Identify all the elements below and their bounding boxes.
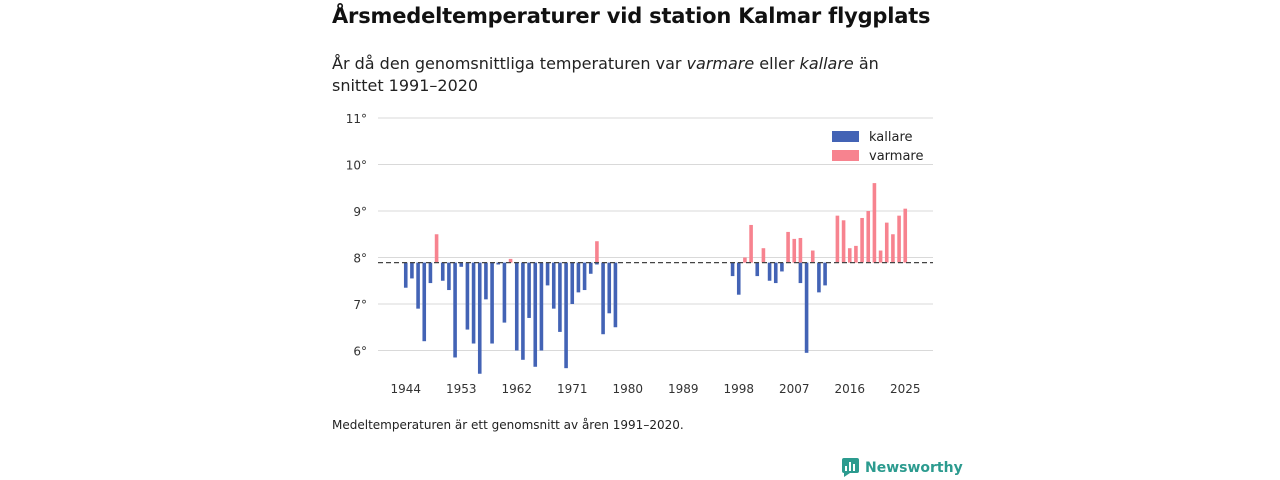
kallare-bar: [804, 262, 809, 353]
varmare-bar: [872, 183, 877, 263]
legend-swatch-kallare: [832, 131, 859, 142]
varmare-bar: [810, 250, 815, 263]
varmare-bar: [434, 234, 439, 263]
y-tick-label: 10°: [346, 159, 367, 173]
legend-swatch-varmare: [832, 150, 859, 161]
footnote: Medeltemperaturen är ett genomsnitt av å…: [332, 418, 684, 432]
subtitle-text-3: än snittet 1991–2020: [332, 54, 879, 95]
kallare-bar: [601, 262, 605, 335]
varmare-bar: [508, 258, 513, 263]
temperature-bar-chart: 6° 7° 8° 9° 10° 11° 1944 1953 1962 1971 1980 1989 19…: [346, 112, 933, 396]
x-tick-label: 1944: [390, 382, 421, 396]
subtitle-colder: kallare: [799, 54, 854, 73]
varmare-bar: [866, 211, 871, 263]
kallare-bar: [447, 262, 451, 291]
varmare-bar: [743, 257, 747, 263]
y-tick-label: 6°: [353, 345, 367, 359]
varmare-bar: [749, 224, 753, 263]
kallare-bar: [613, 262, 618, 328]
kallare-bar: [558, 262, 562, 332]
x-tick-label: 2025: [890, 382, 921, 396]
kallare-bar: [533, 262, 538, 367]
kallare-bar: [484, 262, 488, 300]
kallare-bar: [471, 262, 476, 344]
varmare-bar: [595, 241, 599, 263]
kallare-bar: [521, 262, 525, 360]
x-tick-label: 1971: [557, 382, 588, 396]
y-tick-label: 11°: [346, 112, 367, 126]
kallare-bar: [755, 262, 760, 277]
kallare-bar: [410, 262, 414, 279]
brand-logo[interactable]: Newsworthy: [842, 458, 963, 477]
kallare-bar: [496, 262, 501, 265]
kallare-bar: [514, 262, 519, 351]
kallare-bar: [490, 262, 494, 344]
kallare-bar: [403, 262, 408, 288]
kallare-bar: [798, 262, 803, 284]
chart-subtitle: År då den genomsnittliga temperaturen va…: [332, 53, 932, 97]
kallare-bar: [551, 262, 556, 309]
kallare-bar: [588, 262, 593, 274]
kallare-bar: [582, 262, 587, 291]
kallare-bar: [428, 262, 433, 284]
y-tick-label: 7°: [353, 298, 367, 312]
kallare-bar: [539, 262, 544, 351]
kallare-bar: [817, 262, 821, 293]
varmare-bar: [854, 245, 858, 263]
varmare-bar: [897, 215, 901, 263]
y-tick-label: 8°: [353, 252, 367, 266]
x-tick-label: 2007: [779, 382, 810, 396]
varmare-bar: [792, 238, 797, 263]
subtitle-text-1: År då den genomsnittliga temperaturen va…: [332, 54, 687, 73]
varmare-bar: [878, 250, 883, 263]
x-tick-label: 1980: [612, 382, 643, 396]
kallare-bar: [545, 262, 550, 286]
x-tick-label: 1962: [501, 382, 532, 396]
varmare-bar: [891, 234, 895, 263]
kallare-bar: [570, 262, 575, 304]
y-tick-label: 9°: [353, 205, 367, 219]
kallare-bar: [780, 262, 784, 272]
kallare-bar: [422, 262, 427, 342]
kallare-bar: [527, 262, 531, 318]
kallare-bar: [453, 262, 457, 358]
subtitle-text-2: eller: [754, 54, 800, 73]
kallare-bar: [607, 262, 612, 314]
kallare-bar: [730, 262, 735, 277]
kallare-bar: [773, 262, 778, 284]
varmare-bar: [903, 208, 908, 263]
kallare-bar: [416, 262, 420, 309]
brand-name: Newsworthy: [865, 459, 963, 476]
subtitle-warmer: varmare: [686, 54, 755, 73]
kallare-bar: [502, 262, 507, 323]
kallare-bar: [595, 262, 599, 265]
kallare-bar: [576, 262, 581, 293]
kallare-bar: [465, 262, 470, 330]
kallare-bar: [736, 262, 741, 295]
kallare-bar: [440, 262, 445, 281]
varmare-bar: [798, 237, 803, 263]
varmare-bar: [884, 222, 889, 263]
kallare-bar: [459, 262, 464, 267]
bar-chart-icon: [842, 458, 859, 477]
varmare-bar: [786, 231, 790, 263]
kallare-bar: [477, 262, 482, 374]
varmare-bar: [835, 215, 840, 263]
varmare-bar: [841, 220, 846, 263]
varmare-bar: [860, 217, 864, 263]
legend-label-kallare: kallare: [869, 130, 913, 145]
kallare-bar: [564, 262, 568, 369]
kallare-bar: [823, 262, 827, 286]
x-tick-label: 2016: [834, 382, 865, 396]
x-tick-label: 1998: [723, 382, 754, 396]
legend-label-varmare: varmare: [869, 149, 923, 164]
kallare-bar: [767, 262, 772, 281]
varmare-bar: [761, 248, 766, 263]
x-tick-label: 1989: [668, 382, 699, 396]
varmare-bar: [847, 248, 852, 263]
x-tick-label: 1953: [446, 382, 477, 396]
chart-title: Årsmedeltemperaturer vid station Kalmar …: [332, 4, 931, 28]
